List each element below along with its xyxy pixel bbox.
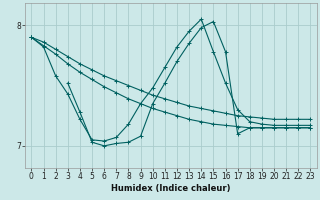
X-axis label: Humidex (Indice chaleur): Humidex (Indice chaleur) [111,184,231,193]
